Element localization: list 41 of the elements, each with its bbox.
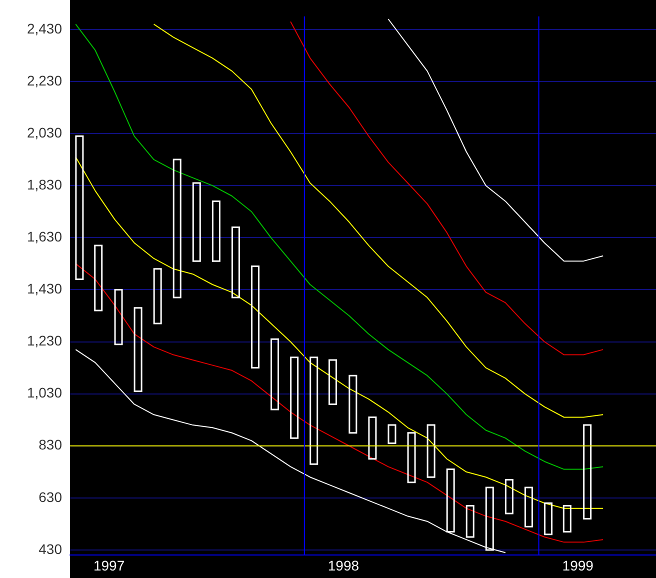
bar [270,338,280,410]
x-tick-label: 1998 [328,557,360,574]
bar [75,135,84,280]
bar [466,504,474,538]
bar [348,374,358,434]
bar [583,424,592,520]
bar [426,424,436,478]
bar [524,486,533,528]
y-tick-label: 630 [38,488,62,505]
y-tick-label: 1,430 [26,280,62,297]
bar [192,182,201,262]
y-tick-label: 2,030 [26,124,62,140]
y-tick-label: 2,230 [26,72,62,88]
bar [251,266,260,369]
bar [446,468,455,533]
bar [134,307,142,392]
bar [388,424,396,444]
y-tick-label: 1,630 [26,228,62,245]
bar [153,268,162,324]
bar [212,200,220,262]
bar [368,416,377,460]
x-tick-label: 1999 [562,557,594,574]
y-tick-label: 1,830 [26,176,62,192]
bar [407,432,416,484]
bar [231,226,240,298]
bar [544,502,552,536]
y-tick-label: 1,030 [26,384,62,401]
bar [485,486,494,551]
y-tick-label: 830 [38,436,62,453]
bar [114,288,123,346]
bar [562,504,572,533]
bar [290,356,299,439]
x-tick-label: 1997 [93,557,125,574]
bar [94,244,103,312]
bar [172,158,182,298]
bar [310,356,318,465]
y-tick-label: 2,430 [26,20,62,36]
bar [504,478,514,514]
bar [328,359,338,405]
y-tick-label: 1,230 [26,332,62,349]
y-tick-label: 430 [38,540,62,557]
